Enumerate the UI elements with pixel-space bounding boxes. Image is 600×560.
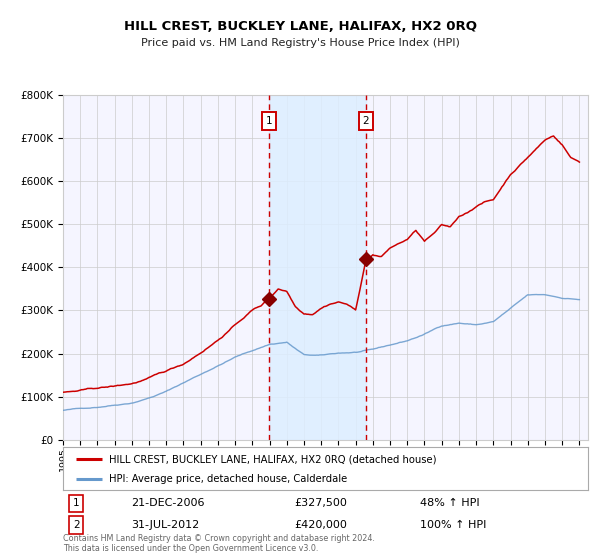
Text: 2: 2	[362, 116, 369, 126]
Text: 1: 1	[266, 116, 272, 126]
Text: 48% ↑ HPI: 48% ↑ HPI	[420, 498, 479, 508]
Text: Contains HM Land Registry data © Crown copyright and database right 2024.
This d: Contains HM Land Registry data © Crown c…	[63, 534, 375, 553]
Text: 31-JUL-2012: 31-JUL-2012	[131, 520, 199, 530]
Text: 2: 2	[73, 520, 79, 530]
Bar	[269, 95, 365, 440]
Text: 1: 1	[73, 498, 79, 508]
Text: £420,000: £420,000	[294, 520, 347, 530]
Text: 21-DEC-2006: 21-DEC-2006	[131, 498, 205, 508]
Text: HILL CREST, BUCKLEY LANE, HALIFAX, HX2 0RQ (detached house): HILL CREST, BUCKLEY LANE, HALIFAX, HX2 0…	[109, 454, 437, 464]
Text: 100% ↑ HPI: 100% ↑ HPI	[420, 520, 487, 530]
Text: HPI: Average price, detached house, Calderdale: HPI: Average price, detached house, Cald…	[109, 474, 347, 484]
Text: HILL CREST, BUCKLEY LANE, HALIFAX, HX2 0RQ: HILL CREST, BUCKLEY LANE, HALIFAX, HX2 0…	[124, 20, 476, 32]
Text: £327,500: £327,500	[294, 498, 347, 508]
Text: Price paid vs. HM Land Registry's House Price Index (HPI): Price paid vs. HM Land Registry's House …	[140, 38, 460, 48]
